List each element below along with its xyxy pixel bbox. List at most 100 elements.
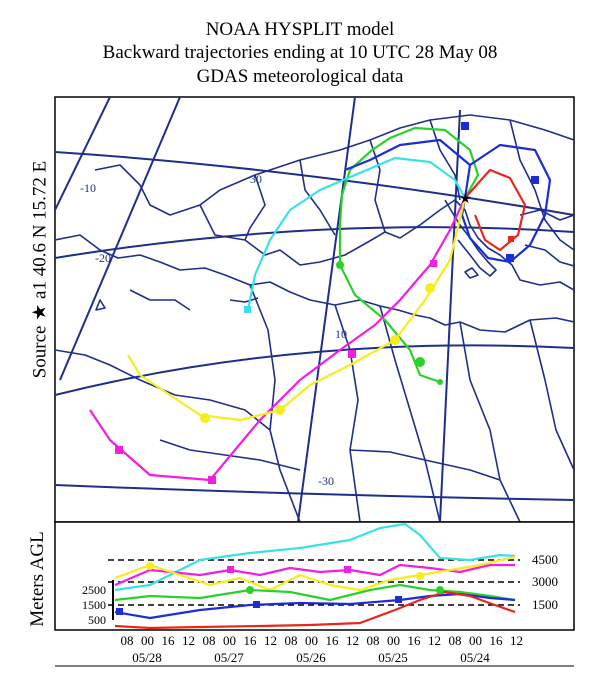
border-line [429,119,461,201]
green-marker [415,357,425,367]
time-tick-label: 00 [141,633,154,648]
right-level-1500: 1500 [532,597,558,612]
blue-marker [506,254,514,262]
coastline [524,244,574,267]
level-lines [108,559,520,606]
green-marker [436,586,444,594]
coastline [129,289,191,311]
trajectories [89,126,552,482]
cyan-trajectory [246,156,466,311]
border-line [299,159,336,236]
border-line [459,321,521,522]
meridian-line [439,109,461,522]
magenta-height-profile [114,563,515,587]
title-line-2: Backward trajectories ending at 10 UTC 2… [102,42,498,63]
border-line [199,114,574,206]
grid-labels: -10 30 -20 10 -30 [80,172,347,488]
magenta-marker [430,260,437,267]
magenta-marker [208,476,216,484]
border-line [244,174,266,241]
time-tick-label: 16 [490,633,504,648]
border-line [249,284,301,522]
border-line [369,139,386,233]
yellow-marker [275,405,285,415]
grid-label: 10 [335,327,347,341]
title-line-3: GDAS meteorological data [196,66,404,87]
date-label: 05/28 [132,650,162,665]
time-tick-label: 08 [449,633,462,648]
time-tick-label: 12 [510,633,523,648]
latitude-line [55,226,574,259]
island [95,299,106,311]
red-height-profile [114,590,516,630]
magenta-marker [344,566,351,573]
border-line [509,119,574,251]
green-marker [246,586,254,594]
magenta-marker [348,350,356,358]
date-label: 05/25 [378,650,408,665]
left-tick-2500: 2500 [82,583,106,597]
border-line [159,439,301,471]
green-marker [336,261,344,269]
cyan-marker [244,306,251,313]
time-tick-label: 08 [285,633,298,648]
latitude-line [55,344,574,396]
left-tick-500: 500 [88,613,106,627]
green-height-profile [114,583,516,602]
right-level-3000: 3000 [532,574,558,589]
blue-marker [395,596,402,603]
blue-marker [461,122,469,130]
height-panel: 2500 1500 500 4500 3000 1500 08 00 16 12 08 0… [54,521,575,667]
border-line [334,304,361,522]
time-tick-label: 16 [244,633,258,648]
time-tick-label: 12 [182,633,195,648]
time-tick-label: 16 [408,633,422,648]
coastline [519,209,574,221]
time-tick-label: 00 [469,633,482,648]
map-frame [54,96,575,523]
grid-label: -20 [95,251,111,265]
green-marker [437,379,443,385]
date-label: 05/26 [296,650,326,665]
right-level-labels: 4500 3000 1500 [532,552,558,612]
time-tick-label: 08 [367,633,380,648]
meridian-line [55,97,111,211]
time-tick-label: 00 [223,633,236,648]
latitude-line [55,151,574,216]
blue-marker [531,176,539,184]
yellow-height-profile [114,555,516,592]
date-label: 05/27 [214,650,244,665]
time-tick-label: 16 [326,633,340,648]
red-trajectory [464,168,527,252]
yellow-trajectory [127,197,467,422]
height-markers [116,562,444,615]
island [464,267,479,279]
time-tick-label: 16 [162,633,176,648]
date-labels: 05/28 05/27 05/26 05/25 05/24 [132,650,490,665]
height-frame [54,521,575,631]
time-tick-label: 00 [387,633,400,648]
yellow-marker [146,562,154,570]
meridian-line [59,97,181,381]
blue-trajectory-loop [460,143,552,264]
blue-trajectory-west [344,138,471,172]
coastline [55,234,574,333]
time-tick-label: 08 [203,633,216,648]
left-tick-labels: 2500 1500 500 [82,583,106,627]
yellow-marker [425,283,435,293]
blue-marker [116,608,123,615]
grid-label: -30 [318,474,334,488]
coastline [229,297,259,303]
magenta-marker [115,446,123,454]
map-panel: -10 30 -20 10 -30 [54,96,575,523]
time-tick-label: 00 [305,633,318,648]
left-tick-1500: 1500 [82,598,106,612]
map-grid [55,97,574,522]
source-star-icon: ★ [459,192,472,207]
yellow-marker [416,572,424,580]
latitude-line [55,484,574,501]
time-tick-label: 08 [121,633,134,648]
title-line-1: NOAA HYSPLIT model [205,19,395,40]
time-tick-label: 12 [428,633,441,648]
date-label: 05/24 [460,650,490,665]
